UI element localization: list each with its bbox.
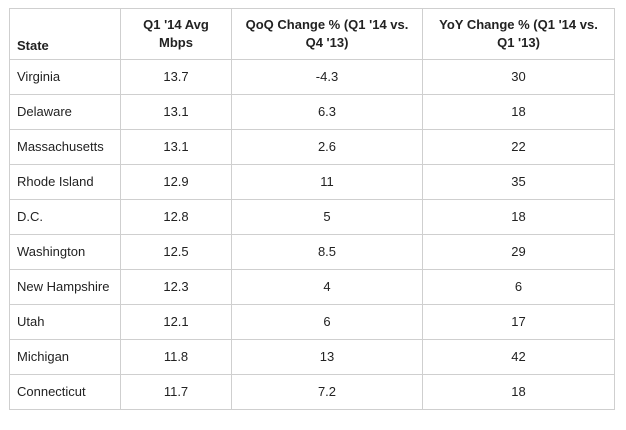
table-container: State Q1 '14 Avg Mbps QoQ Change % (Q1 '… (9, 8, 615, 410)
column-header-avg-mbps: Q1 '14 Avg Mbps (120, 8, 232, 60)
qoq-change-cell: 6 (231, 304, 423, 340)
state-cell: Virginia (9, 59, 121, 95)
table-body: Virginia 13.7 -4.3 30 Delaware 13.1 6.3 18 Massa… (9, 59, 615, 410)
state-cell: D.C. (9, 199, 121, 235)
yoy-change-cell: 42 (422, 339, 615, 375)
table-row: D.C. 12.8 5 18 (9, 199, 615, 235)
qoq-change-cell: 6.3 (231, 94, 423, 130)
yoy-change-cell: 29 (422, 234, 615, 270)
avg-mbps-cell: 13.1 (120, 129, 232, 165)
table-row: Connecticut 11.7 7.2 18 (9, 374, 615, 410)
yoy-change-cell: 30 (422, 59, 615, 95)
header-row: State Q1 '14 Avg Mbps QoQ Change % (Q1 '… (9, 8, 615, 60)
qoq-change-cell: 13 (231, 339, 423, 375)
avg-mbps-cell: 12.8 (120, 199, 232, 235)
yoy-change-cell: 18 (422, 199, 615, 235)
avg-mbps-cell: 12.5 (120, 234, 232, 270)
avg-mbps-cell: 11.7 (120, 374, 232, 410)
yoy-change-cell: 6 (422, 269, 615, 305)
state-cell: Rhode Island (9, 164, 121, 200)
table-row: New Hampshire 12.3 4 6 (9, 269, 615, 305)
table-row: Michigan 11.8 13 42 (9, 339, 615, 375)
yoy-change-cell: 22 (422, 129, 615, 165)
table-row: Rhode Island 12.9 11 35 (9, 164, 615, 200)
table-row: Washington 12.5 8.5 29 (9, 234, 615, 270)
avg-mbps-cell: 13.7 (120, 59, 232, 95)
table-row: Massachusetts 13.1 2.6 22 (9, 129, 615, 165)
state-speed-table: State Q1 '14 Avg Mbps QoQ Change % (Q1 '… (9, 8, 615, 410)
avg-mbps-cell: 13.1 (120, 94, 232, 130)
column-header-qoq-change: QoQ Change % (Q1 '14 vs. Q4 '13) (231, 8, 423, 60)
yoy-change-cell: 18 (422, 94, 615, 130)
table-header: State Q1 '14 Avg Mbps QoQ Change % (Q1 '… (9, 8, 615, 60)
state-cell: Massachusetts (9, 129, 121, 165)
avg-mbps-cell: 11.8 (120, 339, 232, 375)
qoq-change-cell: 11 (231, 164, 423, 200)
column-header-state: State (9, 8, 121, 60)
state-cell: Connecticut (9, 374, 121, 410)
qoq-change-cell: 2.6 (231, 129, 423, 165)
table-row: Virginia 13.7 -4.3 30 (9, 59, 615, 95)
avg-mbps-cell: 12.9 (120, 164, 232, 200)
table-row: Utah 12.1 6 17 (9, 304, 615, 340)
state-cell: Utah (9, 304, 121, 340)
qoq-change-cell: 4 (231, 269, 423, 305)
qoq-change-cell: 8.5 (231, 234, 423, 270)
qoq-change-cell: 7.2 (231, 374, 423, 410)
state-cell: New Hampshire (9, 269, 121, 305)
state-cell: Washington (9, 234, 121, 270)
qoq-change-cell: -4.3 (231, 59, 423, 95)
avg-mbps-cell: 12.1 (120, 304, 232, 340)
avg-mbps-cell: 12.3 (120, 269, 232, 305)
table-row: Delaware 13.1 6.3 18 (9, 94, 615, 130)
state-cell: Delaware (9, 94, 121, 130)
yoy-change-cell: 35 (422, 164, 615, 200)
yoy-change-cell: 17 (422, 304, 615, 340)
yoy-change-cell: 18 (422, 374, 615, 410)
column-header-yoy-change: YoY Change % (Q1 '14 vs. Q1 '13) (422, 8, 615, 60)
qoq-change-cell: 5 (231, 199, 423, 235)
state-cell: Michigan (9, 339, 121, 375)
